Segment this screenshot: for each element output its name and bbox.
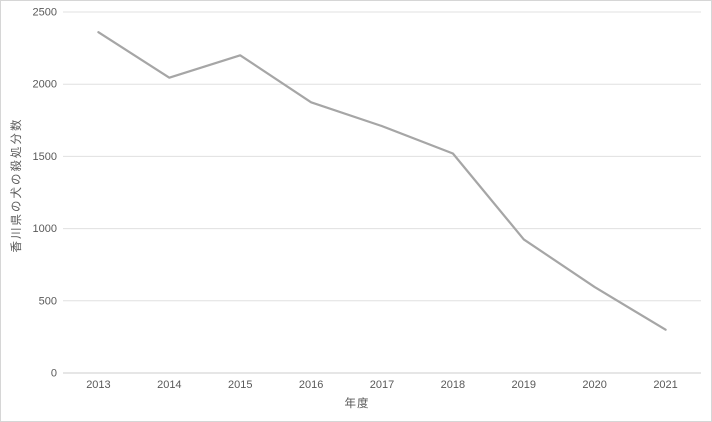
- y-tick-label: 500: [39, 295, 57, 307]
- x-tick-label: 2017: [370, 379, 394, 391]
- x-tick-label: 2013: [86, 379, 110, 391]
- x-tick-label: 2019: [512, 379, 536, 391]
- y-tick-label: 0: [51, 368, 57, 380]
- y-tick-label: 2500: [33, 7, 57, 19]
- y-tick-label: 1500: [33, 151, 57, 163]
- x-tick-label: 2016: [299, 379, 323, 391]
- x-tick-label: 2021: [653, 379, 677, 391]
- x-tick-label: 2014: [157, 379, 181, 391]
- x-axis-title: 年度: [344, 398, 370, 410]
- y-tick-label: 2000: [33, 79, 57, 91]
- data-series-line: [97, 31, 667, 331]
- y-axis-title: 香川県の犬の殺処分数: [11, 117, 23, 253]
- x-tick-label: 2020: [582, 379, 606, 391]
- x-tick-label: 2018: [441, 379, 465, 391]
- x-tick-label: 2015: [228, 379, 252, 391]
- y-tick-label: 1000: [33, 223, 57, 235]
